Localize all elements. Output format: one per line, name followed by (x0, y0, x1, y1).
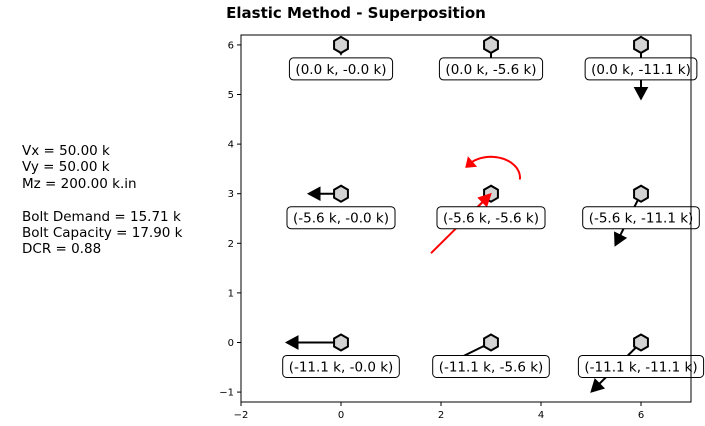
bolt-force-label-box-7 (282, 354, 400, 378)
bolt-force-label-9: (-11.1 k, -11.1 k) (577, 354, 705, 378)
y-tick-label-3: 1 (228, 288, 234, 299)
bolt-force-label-8: (-11.1 k, -5.6 k) (432, 354, 550, 378)
y-tick-label-4: 2 (228, 239, 234, 250)
bolt-marker-6 (633, 184, 649, 203)
bolt-force-label-text-2: (0.0 k, -5.6 k) (445, 62, 536, 78)
bolt-force-label-box-3 (584, 57, 698, 81)
bolt-force-arrow-3-head (633, 86, 649, 101)
bolt-marker-7 (333, 333, 349, 352)
moment-arrow (465, 155, 522, 180)
shear-x-text: Vx = 50.00 k (22, 143, 110, 159)
results-summary: Vx = 50.00 k Vy = 50.00 k Mz = 200.00 k.… (22, 143, 183, 258)
moment-arc (471, 155, 522, 180)
bolt-marker-2 (483, 35, 499, 55)
bolt-marker-1 (333, 35, 349, 55)
x-tick-label-2: 0 (338, 410, 344, 421)
bolt-force-label-3: (0.0 k, -11.1 k) (584, 57, 698, 81)
bolt-force-arrow-7 (284, 335, 341, 350)
bolt-force-label-text-1: (0.0 k, -0.0 k) (295, 62, 386, 78)
bolt-force-label-text-9: (-11.1 k, -11.1 k) (584, 359, 697, 375)
bolt-force-label-box-8 (432, 354, 550, 378)
moment-arrow-head (465, 156, 478, 168)
bolt-demand-text: Bolt Demand = 15.71 k (22, 208, 181, 225)
bolt-force-label-4: (-5.6 k, -0.0 k) (286, 206, 396, 230)
bolt-force-arrow-9-head (590, 378, 606, 393)
y-tick-label-1: −1 (219, 388, 234, 399)
y-tick-label-7: 5 (228, 90, 234, 101)
y-tick-label-5: 3 (228, 189, 234, 200)
bolt-force-label-box-9 (577, 354, 705, 378)
shear-y-text: Vy = 50.00 k (22, 159, 110, 176)
bolt-force-label-box-1 (288, 57, 394, 81)
dcr-text: DCR = 0.88 (22, 241, 102, 258)
bolt-force-label-text-7: (-11.1 k, -0.0 k) (289, 359, 394, 375)
bolt-force-label-text-6: (-5.6 k, -11.1 k) (589, 211, 694, 227)
bolt-force-label-6: (-5.6 k, -11.1 k) (582, 206, 700, 230)
bolt-force-label-text-5: (-5.6 k, -5.6 k) (443, 211, 539, 227)
bolt-marker-4 (333, 184, 349, 203)
bolt-force-arrow-7-head (284, 335, 299, 350)
chart-title: Elastic Method - Superposition (226, 4, 486, 22)
bolt-force-label-1: (0.0 k, -0.0 k) (288, 57, 394, 81)
bolt-force-label-text-3: (0.0 k, -11.1 k) (591, 62, 691, 78)
bolt-force-label-box-2 (438, 57, 544, 81)
bolt-force-label-box-4 (286, 206, 396, 230)
bolt-force-label-5: (-5.6 k, -5.6 k) (436, 206, 546, 230)
bolt-marker-3 (633, 35, 649, 55)
bolt-force-label-2: (0.0 k, -5.6 k) (438, 57, 544, 81)
bolt-force-label-text-4: (-5.6 k, -0.0 k) (293, 211, 389, 227)
plot-frame (240, 34, 692, 403)
bolt-force-label-box-5 (436, 206, 546, 230)
applied-load-arrow-head (477, 192, 492, 208)
bolt-force-label-text-8: (-11.1 k, -5.6 k) (439, 359, 544, 375)
moment-text: Mz = 200.00 k.in (22, 175, 137, 192)
x-tick-label-4: 4 (538, 410, 544, 421)
y-tick-label-6: 4 (228, 140, 234, 151)
y-tick-label-8: 6 (228, 40, 234, 51)
bolt-marker-9 (633, 333, 649, 352)
bolt-capacity-text: Bolt Capacity = 17.90 k (22, 225, 183, 242)
y-tick-label-2: 0 (228, 338, 234, 349)
x-tick-label-5: 6 (638, 410, 644, 421)
x-tick-label-1: −2 (234, 410, 249, 421)
x-tick-label-3: 2 (438, 410, 444, 421)
bolt-force-label-7: (-11.1 k, -0.0 k) (282, 354, 400, 378)
bolt-force-label-box-6 (582, 206, 700, 230)
bolt-force-arrow-4-head (306, 186, 321, 202)
bolt-force-arrow-6-head (614, 231, 628, 247)
bolt-marker-8 (483, 333, 499, 352)
